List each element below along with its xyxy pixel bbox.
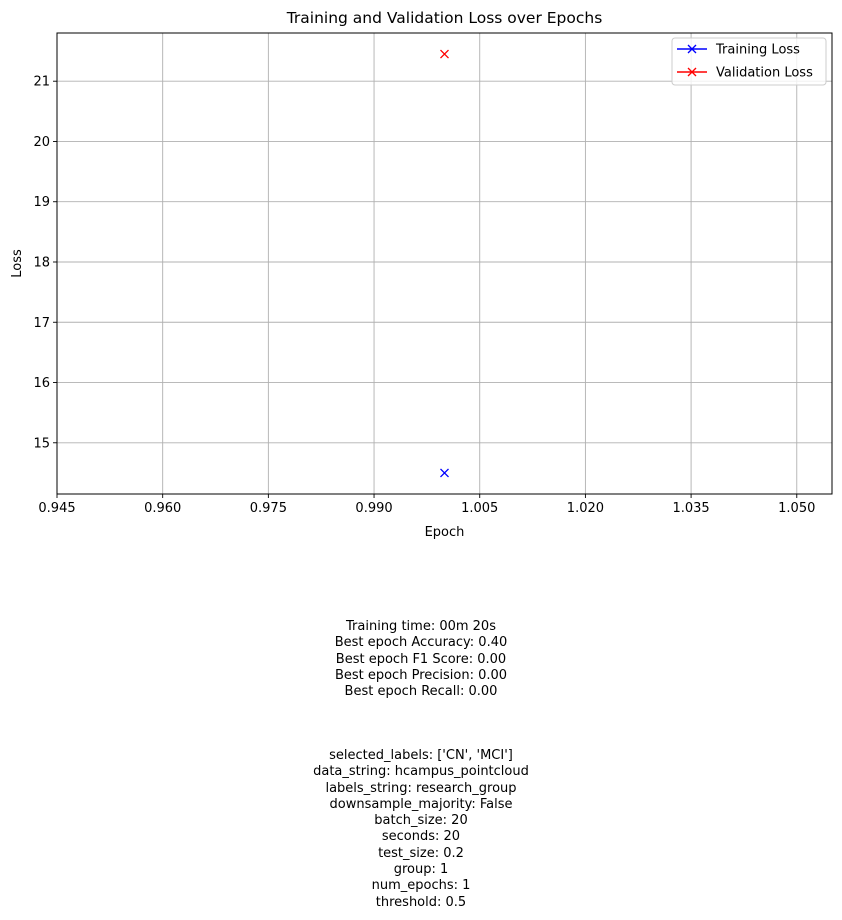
stat-recall: Best epoch Recall: 0.00 <box>344 684 498 700</box>
param-num-epochs: num_epochs: 1 <box>371 878 471 894</box>
x-tick-label: 1.020 <box>567 501 604 516</box>
x-tick-label: 1.035 <box>672 501 709 516</box>
x-tick-label: 0.990 <box>355 501 392 516</box>
stat-accuracy: Best epoch Accuracy: 0.40 <box>334 635 508 651</box>
legend-box <box>671 37 827 86</box>
param-test-size: test_size: 0.2 <box>378 845 464 861</box>
legend: Training Loss Validation Loss <box>671 37 827 86</box>
param-threshold: threshold: 0.5 <box>375 894 467 910</box>
y-tick-label: 18 <box>33 255 50 270</box>
legend-marker <box>687 44 697 54</box>
y-tick-label: 20 <box>33 135 50 150</box>
x-tick-label: 1.005 <box>461 501 498 516</box>
stat-f1: Best epoch F1 Score: 0.00 <box>335 651 507 667</box>
x-tick-label: 0.975 <box>250 501 287 516</box>
chart-title: Training and Validation Loss over Epochs <box>286 9 603 27</box>
stat-training-time: Training time: 00m 20s <box>346 619 496 634</box>
legend-label: Training Loss <box>715 43 800 58</box>
param-downsample-majority: downsample_majority: False <box>329 796 513 812</box>
param-data-string: data_string: hcampus_pointcloud <box>313 764 529 780</box>
run-parameters: selected_labels: ['CN', 'MCI'] data_stri… <box>0 748 842 911</box>
training-loss-point <box>440 468 449 478</box>
y-tick-label: 17 <box>33 316 50 331</box>
x-tick-label: 0.960 <box>144 501 181 516</box>
legend-marker <box>687 67 697 77</box>
legend-label: Validation Loss <box>716 66 813 81</box>
param-group: group: 1 <box>393 862 449 878</box>
y-axis-label: Loss <box>10 249 25 278</box>
data-markers <box>440 49 449 478</box>
validation-loss-point <box>440 49 449 59</box>
loss-chart: Training and Validation Loss over Epochs… <box>10 9 833 540</box>
param-batch-size: batch_size: 20 <box>374 813 468 829</box>
y-axis-ticks: 15 16 17 18 19 20 21 <box>33 75 57 451</box>
plot-area-frame <box>56 32 833 495</box>
y-tick-label: 15 <box>33 436 50 451</box>
x-tick-label: 1.050 <box>778 501 815 516</box>
stat-precision: Best epoch Precision: 0.00 <box>334 667 508 683</box>
param-selected-labels: selected_labels: ['CN', 'MCI'] <box>329 748 513 763</box>
x-tick-label: 0.945 <box>38 501 75 516</box>
y-tick-label: 21 <box>33 75 50 90</box>
param-seconds: seconds: 20 <box>381 829 461 845</box>
x-axis-ticks: 0.945 0.960 0.975 0.990 1.005 1.020 1.035 1.050 <box>38 494 815 516</box>
grid-lines <box>56 33 832 494</box>
y-tick-label: 16 <box>33 376 50 391</box>
y-tick-label: 19 <box>33 195 50 210</box>
x-axis-label: Epoch <box>425 525 465 540</box>
training-stats: Training time: 00m 20s Best epoch Accura… <box>0 619 842 700</box>
param-labels-string: labels_string: research_group <box>325 780 517 796</box>
